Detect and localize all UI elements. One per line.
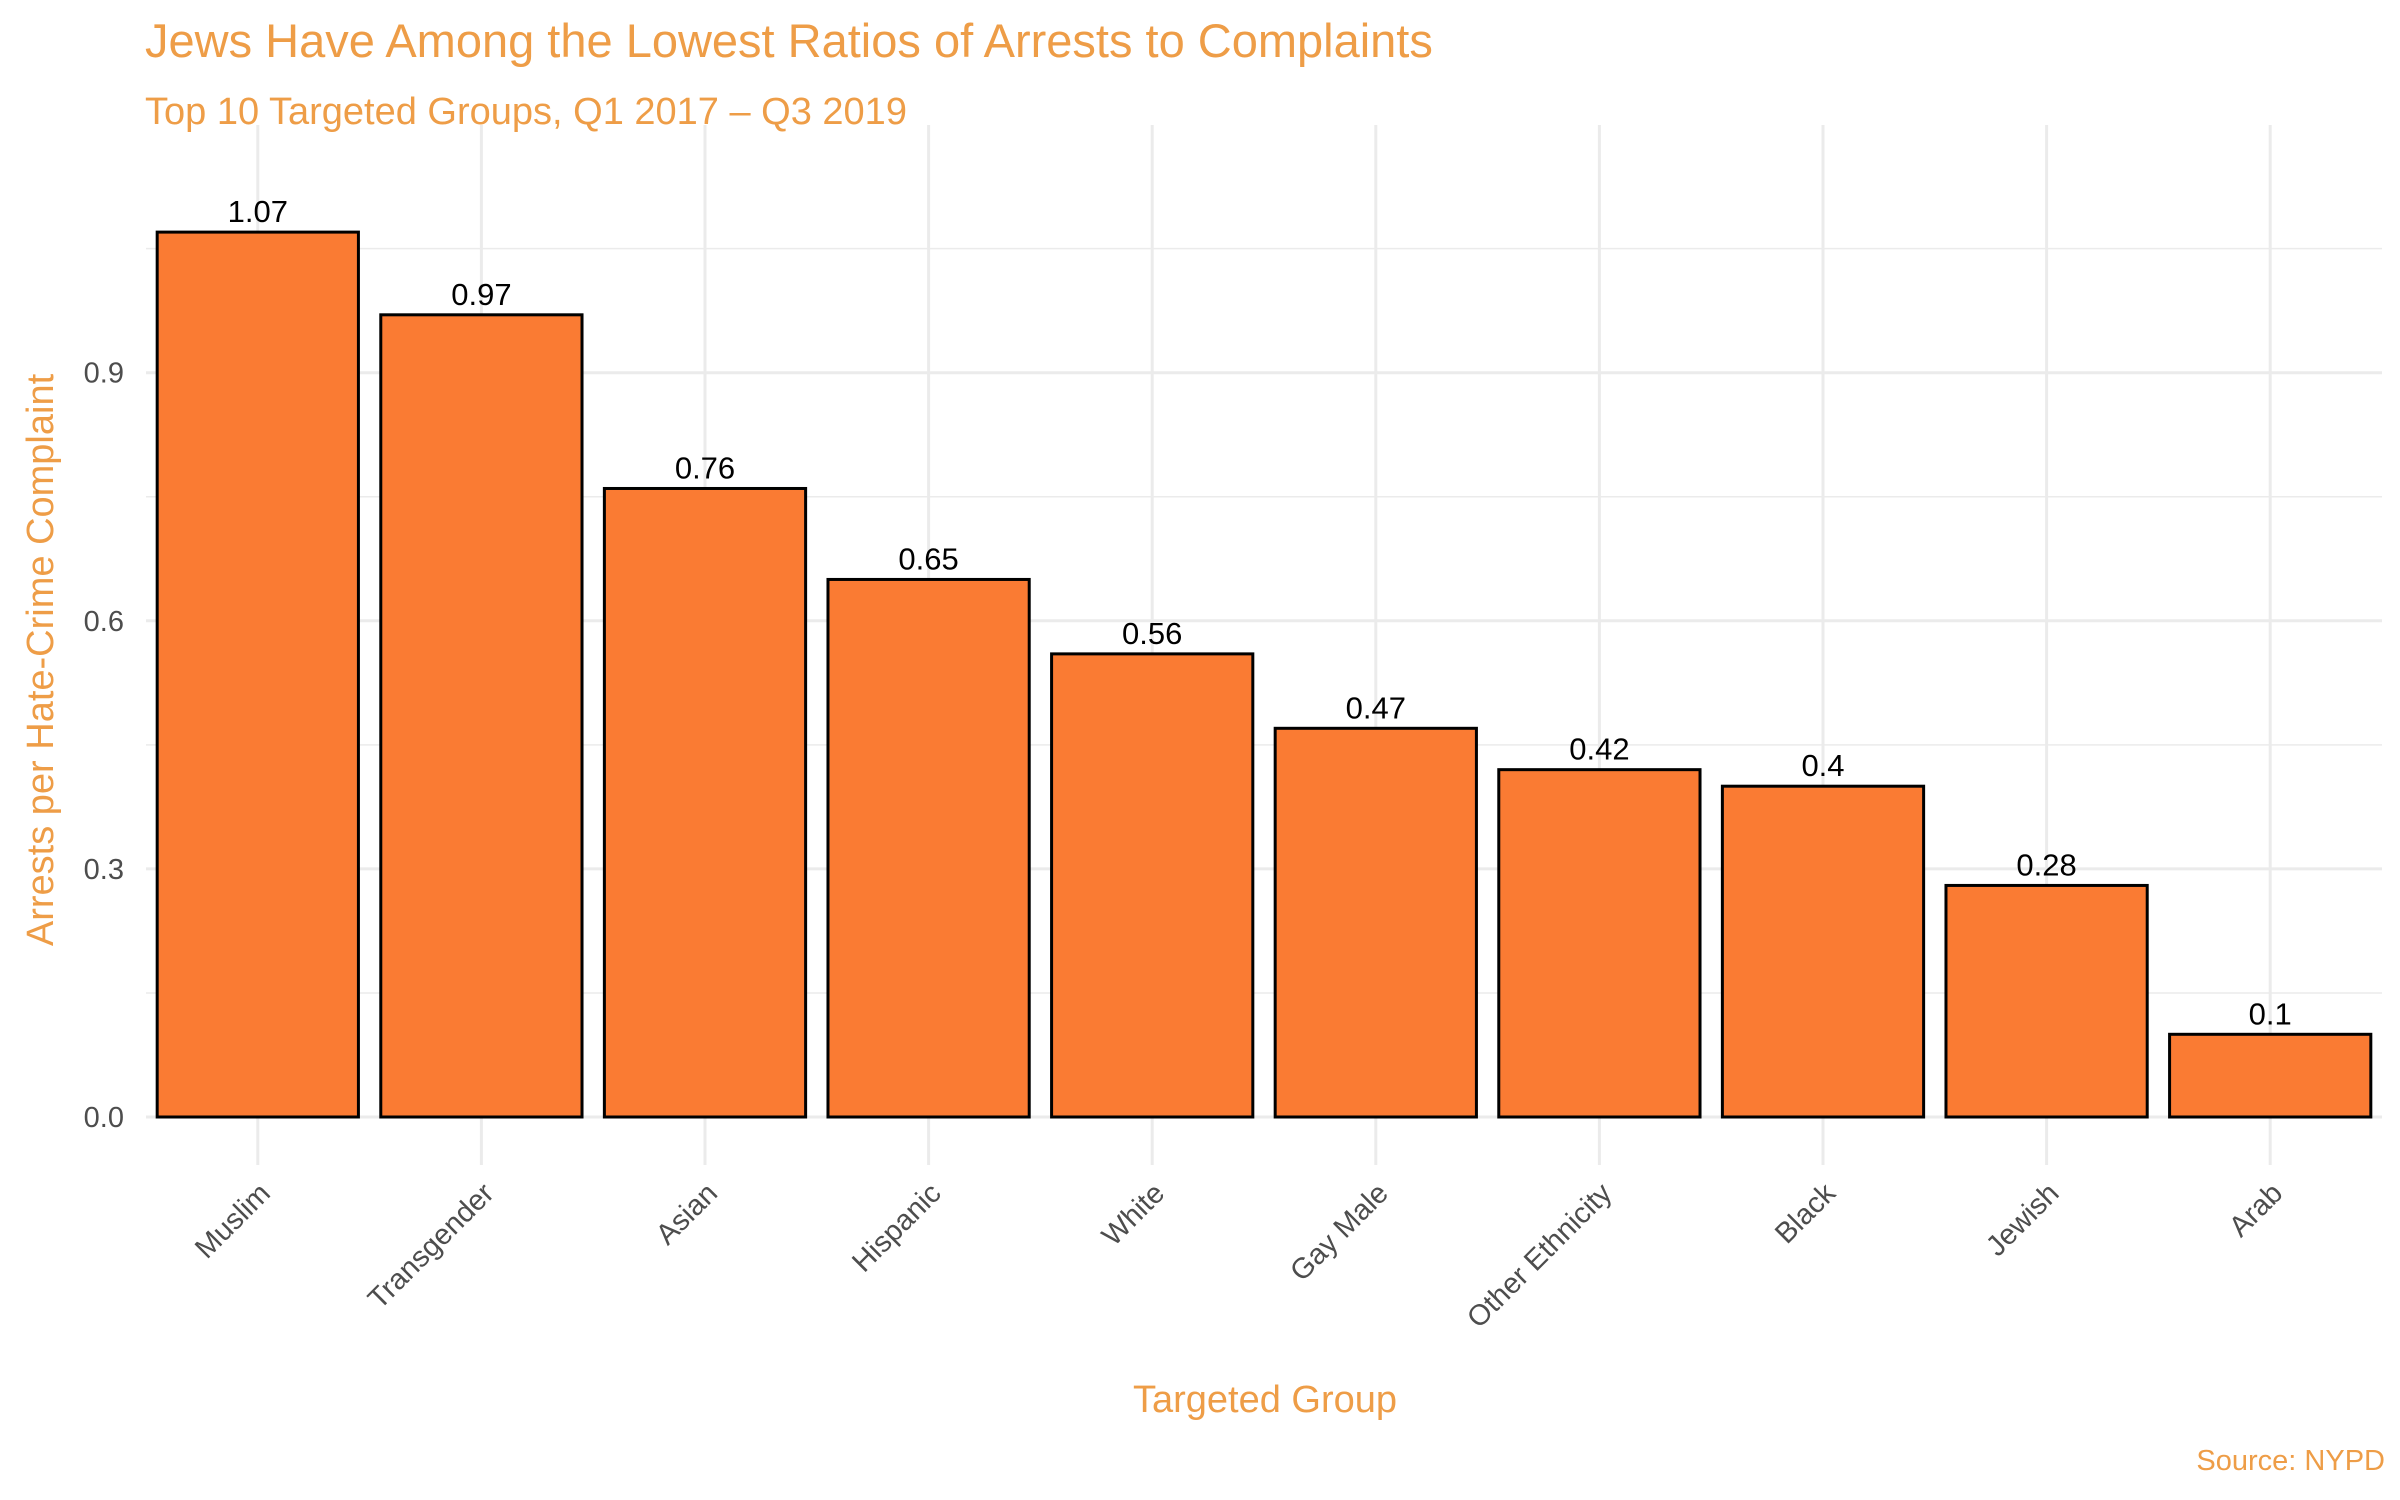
y-axis-ticks: 0.0 0.3 0.6 0.9	[84, 358, 124, 1134]
bar-black	[1720, 784, 1926, 1119]
bar-hispanic	[826, 577, 1031, 1119]
x-tick-label: Muslim	[189, 1177, 277, 1265]
data-label: 0.4	[1801, 748, 1844, 783]
y-tick-label: 0.6	[84, 606, 124, 638]
x-axis-title: Targeted Group	[1133, 1379, 1397, 1421]
bar-muslim	[155, 230, 360, 1119]
x-tick-label: Transgender	[362, 1177, 500, 1315]
bar-transgender	[379, 313, 584, 1119]
y-tick-label: 0.0	[84, 1102, 124, 1134]
x-axis-ticks: Muslim Transgender Asian Hispanic White Gay M…	[189, 1177, 2289, 1334]
bar-other-ethnicity	[1497, 768, 1702, 1119]
data-label: 0.47	[1346, 690, 1406, 725]
y-tick-label: 0.9	[84, 358, 124, 390]
data-label: 0.42	[1569, 732, 1629, 767]
bar-white	[1050, 652, 1255, 1119]
x-tick-label: Jewish	[1980, 1177, 2065, 1262]
chart-title: Jews Have Among the Lowest Ratios of Arr…	[145, 14, 1433, 67]
data-label: 0.97	[451, 277, 511, 312]
chart-subtitle: Top 10 Targeted Groups, Q1 2017 – Q3 201…	[145, 91, 907, 133]
source-caption: Source: NYPD	[2196, 1445, 2385, 1477]
bar-gay-male	[1273, 726, 1478, 1119]
bar-asian	[602, 486, 808, 1119]
x-tick-label: Asian	[650, 1177, 724, 1251]
x-tick-label: Gay Male	[1284, 1177, 1394, 1287]
x-tick-label: Arab	[2223, 1177, 2289, 1243]
bar-jewish	[1944, 883, 2149, 1119]
y-axis-title: Arrests per Hate-Crime Complaint	[20, 373, 62, 946]
bars	[155, 230, 2373, 1119]
data-label: 1.07	[228, 194, 288, 229]
y-tick-label: 0.3	[84, 854, 124, 886]
x-tick-label: Hispanic	[846, 1177, 947, 1278]
x-tick-label: White	[1096, 1177, 1171, 1252]
data-label: 0.28	[2016, 847, 2076, 882]
data-labels: 1.07 0.97 0.76 0.65 0.56 0.47 0.42 0.4 0.28 0.1	[228, 194, 2292, 1031]
data-label: 0.56	[1122, 616, 1182, 651]
x-tick-label: Other Ethnicity	[1461, 1177, 1618, 1334]
data-label: 0.1	[2249, 996, 2292, 1031]
data-label: 0.76	[675, 450, 735, 485]
bar-arab	[2168, 1032, 2373, 1119]
data-label: 0.65	[898, 541, 958, 576]
x-tick-label: Black	[1769, 1177, 1842, 1250]
